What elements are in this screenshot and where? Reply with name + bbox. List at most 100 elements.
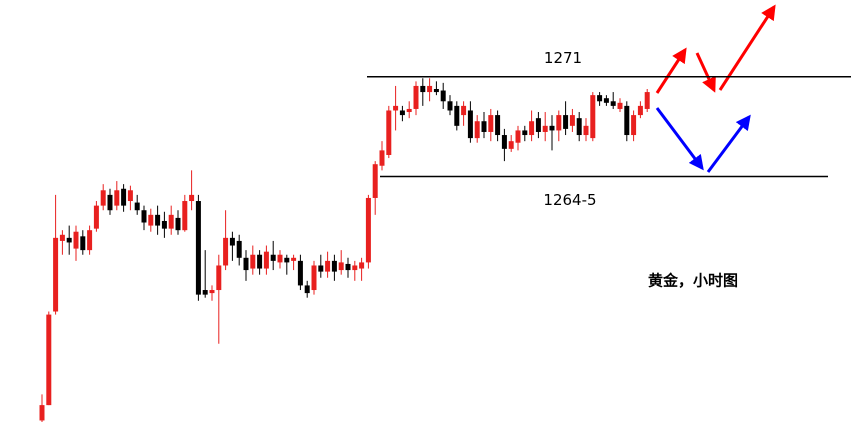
candle-body — [427, 85, 433, 93]
candle-body — [263, 251, 269, 269]
candle-body — [603, 98, 609, 103]
candle-body — [134, 202, 140, 211]
candle-body — [413, 85, 419, 109]
candle-body — [501, 135, 507, 149]
candle-body — [386, 110, 392, 155]
candle-body — [569, 115, 575, 126]
candle-body — [406, 108, 412, 113]
candle-body — [182, 201, 188, 231]
candle-body — [372, 164, 378, 198]
candle-body — [454, 105, 460, 126]
candle-body — [542, 125, 548, 132]
candle-body — [338, 262, 344, 271]
candle-body — [481, 121, 487, 132]
candle-body — [474, 121, 480, 139]
candle-body — [610, 101, 616, 106]
candle-body — [461, 105, 467, 116]
candle-body — [148, 214, 154, 226]
candle-body — [80, 236, 86, 251]
candle-body — [291, 257, 297, 261]
candle-body — [73, 231, 79, 249]
candle-body — [216, 265, 222, 291]
candle-body — [297, 260, 303, 286]
level-label: 1271 — [544, 49, 582, 67]
red-arrow — [655, 47, 687, 94]
candle-body — [107, 194, 113, 211]
candle-body — [209, 290, 215, 294]
candle-body — [583, 125, 589, 136]
candle-body — [508, 141, 514, 149]
candle-body — [66, 237, 72, 243]
candle-body — [467, 110, 473, 139]
candle-body — [433, 89, 439, 93]
candle-body — [284, 257, 290, 263]
candle-body — [331, 260, 337, 272]
candle-body — [624, 105, 630, 136]
candle-body — [223, 237, 229, 266]
candle-body — [576, 118, 582, 136]
candle-body — [121, 188, 127, 206]
candle-body — [46, 314, 52, 406]
candle-body — [161, 220, 167, 229]
candle-body — [155, 214, 161, 226]
candle-body — [39, 405, 45, 421]
candle-body — [365, 197, 371, 263]
candle-body — [447, 101, 453, 111]
candle-body — [590, 95, 596, 139]
candle-body — [495, 115, 501, 136]
level-label: 1264-5 — [543, 191, 596, 209]
candle-body — [53, 237, 59, 312]
candle-body — [488, 115, 494, 132]
candle-body — [202, 290, 208, 295]
candle-body — [535, 118, 541, 132]
candle-body — [59, 234, 65, 241]
candle-body — [93, 205, 99, 229]
arrows — [655, 4, 776, 173]
candle-body — [318, 265, 324, 272]
candle-body — [359, 262, 365, 269]
candle-body — [631, 115, 637, 136]
candle-body — [529, 121, 535, 136]
candle-body — [597, 95, 603, 102]
candle-body — [515, 130, 521, 143]
candle-body — [644, 92, 650, 109]
candle-body — [637, 105, 643, 116]
candle-body — [195, 201, 201, 295]
candle-body — [379, 150, 385, 166]
candle-body — [440, 90, 446, 102]
candle-body — [175, 217, 181, 231]
candle-body — [229, 237, 235, 246]
candle-body — [304, 285, 310, 294]
candle-body — [87, 230, 93, 251]
candle-body — [556, 115, 562, 131]
candle-body — [189, 194, 195, 202]
annotation: 黄金，小时图 — [648, 272, 738, 290]
candle-body — [168, 214, 174, 229]
candle-body — [250, 254, 256, 269]
candle-body — [270, 254, 276, 261]
candle-body — [127, 190, 133, 202]
candle-body — [522, 130, 528, 136]
candle-body — [243, 257, 249, 271]
blue-arrow — [655, 107, 704, 171]
blue-arrow — [706, 114, 751, 173]
red-arrow — [695, 52, 716, 93]
candle-body — [141, 210, 147, 223]
candle-body — [277, 254, 283, 263]
candle-body — [311, 265, 317, 291]
candle-body — [352, 265, 358, 271]
candle-body — [420, 85, 426, 93]
candle-body — [345, 263, 351, 271]
candle-body — [393, 105, 399, 111]
candle-body — [114, 190, 120, 206]
candle-body — [100, 190, 106, 206]
candle-body — [236, 240, 242, 258]
candle-body — [617, 102, 623, 109]
candle-body — [325, 260, 331, 272]
red-arrow — [718, 4, 776, 91]
candle-body — [549, 125, 555, 131]
candle-body — [257, 254, 263, 269]
candle-body — [399, 110, 405, 116]
